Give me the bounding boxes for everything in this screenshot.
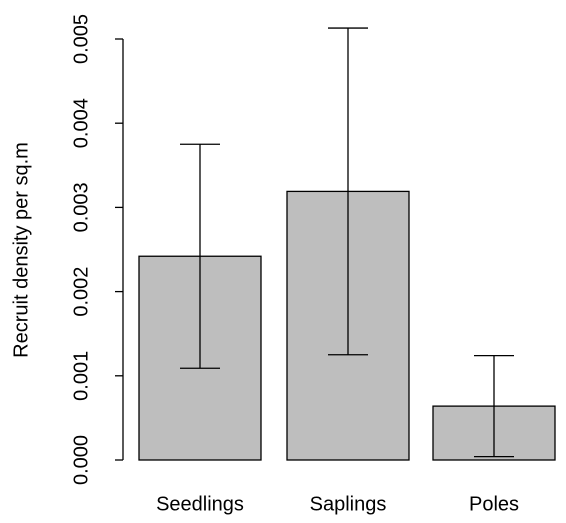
y-tick-label: 0.000 (70, 435, 92, 485)
y-tick-label: 0.002 (70, 267, 92, 317)
x-tick-label: Poles (469, 493, 519, 515)
y-tick-label: 0.001 (70, 351, 92, 401)
y-tick-label: 0.005 (70, 14, 92, 64)
y-axis-label: Recruit density per sq.m (10, 142, 32, 358)
y-tick-label: 0.004 (70, 98, 92, 148)
y-tick-label: 0.003 (70, 182, 92, 232)
x-tick-label: Saplings (310, 493, 387, 515)
x-tick-label: Seedlings (156, 493, 244, 515)
